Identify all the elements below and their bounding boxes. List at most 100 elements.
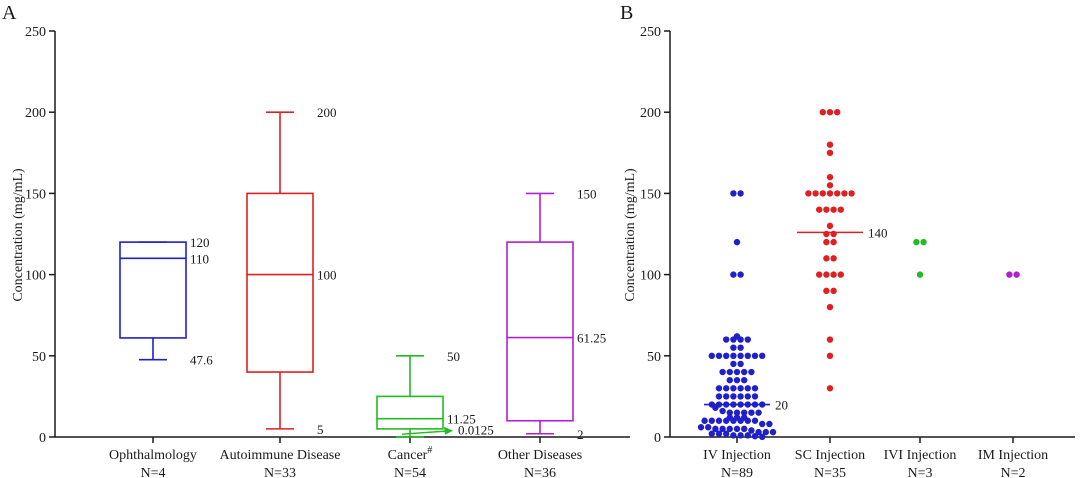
category-n-label: N=33 bbox=[264, 466, 296, 478]
y-tick-label: 150 bbox=[25, 187, 46, 202]
data-point bbox=[819, 109, 826, 116]
data-point bbox=[751, 417, 759, 424]
data-point bbox=[848, 190, 855, 197]
data-point bbox=[826, 141, 834, 148]
data-point bbox=[759, 420, 766, 428]
y-tick-label: 100 bbox=[640, 269, 661, 284]
data-point bbox=[705, 424, 712, 431]
data-point bbox=[730, 190, 737, 197]
data-point bbox=[751, 385, 759, 392]
category-n-label: N=89 bbox=[721, 466, 753, 478]
data-point bbox=[737, 190, 744, 197]
y-tick-label: 250 bbox=[25, 25, 46, 40]
data-point bbox=[748, 427, 755, 434]
data-point bbox=[744, 352, 751, 359]
median-label: 140 bbox=[868, 225, 888, 240]
value-label: 2 bbox=[577, 427, 584, 442]
panel-b-scatter: B Concentration (mg/mL) 050100150200250 … bbox=[620, 2, 1075, 478]
data-point bbox=[719, 368, 726, 376]
y-tick-label: 0 bbox=[39, 431, 46, 446]
data-point bbox=[737, 360, 744, 368]
data-point bbox=[733, 409, 741, 416]
data-point bbox=[701, 417, 708, 424]
data-point bbox=[712, 425, 719, 433]
data-point bbox=[826, 149, 834, 156]
category-superscript: # bbox=[427, 445, 432, 456]
value-label: 11.25 bbox=[447, 412, 476, 427]
data-point bbox=[830, 287, 837, 295]
data-point bbox=[730, 271, 737, 278]
box-iqr bbox=[119, 241, 187, 339]
y-tick-label: 100 bbox=[25, 269, 46, 284]
data-point bbox=[826, 352, 834, 359]
data-point bbox=[751, 393, 759, 400]
data-point bbox=[826, 303, 834, 311]
data-point bbox=[723, 336, 730, 343]
data-point bbox=[826, 109, 834, 116]
category-n-label: N=35 bbox=[814, 466, 846, 478]
data-point bbox=[744, 432, 751, 439]
data-point bbox=[834, 109, 841, 116]
data-point bbox=[726, 368, 733, 376]
data-point bbox=[830, 206, 837, 213]
data-point bbox=[744, 385, 751, 392]
y-tick-label: 50 bbox=[32, 350, 46, 365]
data-point bbox=[733, 333, 741, 340]
data-point bbox=[730, 360, 737, 368]
data-point bbox=[823, 287, 830, 295]
data-point bbox=[841, 190, 848, 197]
data-point bbox=[741, 368, 748, 376]
data-point bbox=[715, 385, 723, 392]
value-label: 50 bbox=[447, 349, 460, 364]
data-point bbox=[737, 344, 744, 351]
category-label: IVI Injection bbox=[884, 448, 957, 463]
data-point bbox=[723, 393, 730, 400]
box-iqr bbox=[376, 395, 444, 430]
data-point bbox=[723, 385, 730, 392]
box-iqr bbox=[506, 241, 574, 422]
annotation-arrow-head bbox=[444, 426, 453, 435]
panel-b-letter: B bbox=[620, 2, 633, 24]
data-point bbox=[733, 238, 741, 246]
median-label: 20 bbox=[775, 398, 788, 413]
data-point bbox=[823, 271, 830, 278]
data-point bbox=[823, 238, 830, 246]
data-point bbox=[733, 425, 741, 433]
data-point bbox=[730, 393, 737, 400]
data-point bbox=[697, 424, 705, 431]
data-point bbox=[726, 425, 733, 433]
data-point bbox=[812, 190, 819, 197]
value-label: 0.0125 bbox=[458, 423, 494, 438]
value-label: 120 bbox=[190, 235, 210, 250]
category-label: Cancer# bbox=[388, 445, 433, 463]
data-point bbox=[916, 271, 924, 278]
category-label: SC Injection bbox=[795, 448, 865, 463]
data-point bbox=[744, 393, 751, 400]
data-point bbox=[730, 385, 737, 392]
data-point bbox=[726, 376, 733, 384]
data-point bbox=[816, 271, 823, 278]
value-label: 47.6 bbox=[190, 353, 213, 368]
data-point bbox=[715, 352, 723, 359]
data-point bbox=[826, 222, 834, 230]
y-tick-label: 200 bbox=[25, 106, 46, 121]
data-point bbox=[733, 368, 741, 376]
data-point bbox=[762, 428, 769, 436]
data-point bbox=[715, 393, 723, 400]
category-label: IV Injection bbox=[703, 448, 771, 463]
data-point bbox=[730, 432, 737, 439]
dots-ivi-injection: IVI Injection N=3 bbox=[884, 238, 957, 478]
data-point bbox=[1006, 271, 1013, 278]
data-point bbox=[755, 409, 762, 416]
data-point bbox=[733, 376, 741, 384]
data-point bbox=[837, 271, 844, 278]
y-tick-label: 50 bbox=[647, 350, 661, 365]
box-autoimmune-disease: 200 100 5 Autoimmune Disease N=33 bbox=[220, 105, 341, 478]
data-point bbox=[741, 414, 748, 421]
data-point bbox=[741, 376, 748, 384]
data-point bbox=[830, 238, 837, 246]
data-point bbox=[737, 352, 744, 359]
